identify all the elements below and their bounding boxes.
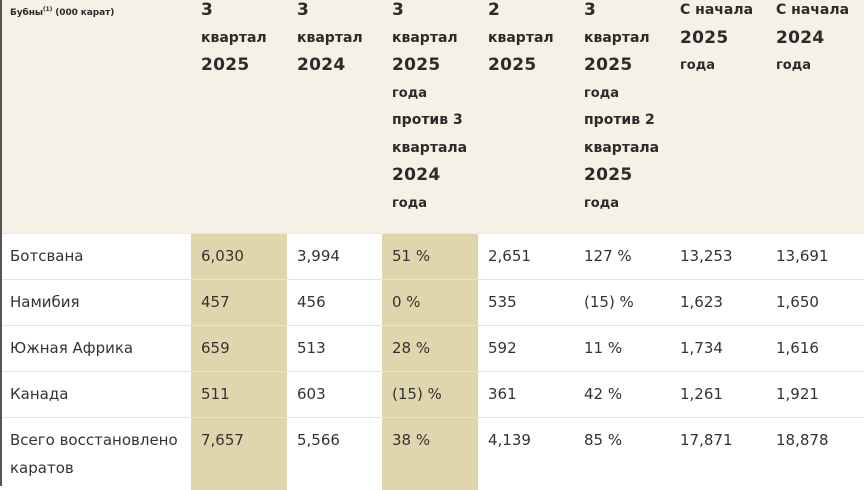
header-line: 2025 xyxy=(201,55,250,75)
header-line: квартала xyxy=(584,139,660,156)
column-header-q2-2025: 2 квартал 2025 xyxy=(478,0,574,234)
header-line: года xyxy=(776,58,811,73)
header-line: 3 xyxy=(201,0,214,20)
cell-value: 0 % xyxy=(382,279,478,326)
column-header-q3-yoy-change: 3 квартал 2025 года против 3 квартала 20… xyxy=(382,0,478,234)
column-header-q3-2025: 3 квартал 2025 xyxy=(191,0,287,234)
cell-value: 456 xyxy=(287,279,382,326)
cell-value: 11 % xyxy=(574,325,670,372)
table-row-south-africa: Южная Африка 659 513 28 % 592 11 % 1,734… xyxy=(0,325,864,372)
cell-value: 28 % xyxy=(382,325,478,372)
row-label: Намибия xyxy=(0,279,191,326)
cell-value: 535 xyxy=(478,279,574,326)
cell-value: 6,030 xyxy=(191,233,287,280)
table-row-namibia: Намибия 457 456 0 % 535 (15) % 1,623 1,6… xyxy=(0,279,864,326)
cell-value: 4,139 xyxy=(488,431,531,449)
cell-value: 361 xyxy=(478,371,574,418)
column-header-q3-2024: 3 квартал 2024 xyxy=(287,0,382,234)
corner-header: Бубны(1) (000 карат) xyxy=(0,0,191,234)
cell-value: 1,261 xyxy=(670,371,766,418)
row-label: Канада xyxy=(0,371,191,418)
cell-value: 17,871 xyxy=(680,431,733,449)
header-line: квартал xyxy=(488,29,554,46)
header-line: квартала xyxy=(392,139,468,156)
cell-value: 5,566 xyxy=(297,431,340,449)
cell-value: 127 % xyxy=(574,233,670,280)
header-line: 2025 xyxy=(680,27,729,48)
cell-value: 513 xyxy=(287,325,382,372)
cell-value: 13,253 xyxy=(670,233,766,280)
cell-value: 3,994 xyxy=(287,233,382,280)
footnote-marker: (1) xyxy=(42,6,53,13)
table-row-canada: Канада 511 603 (15) % 361 42 % 1,261 1,9… xyxy=(0,371,864,418)
header-line: 2025 xyxy=(392,55,441,75)
cell-value: 1,623 xyxy=(670,279,766,326)
cell-value: (15) % xyxy=(382,371,478,418)
row-label: Всего восстановлено каратов xyxy=(10,431,178,477)
cell-value: 2,651 xyxy=(478,233,574,280)
table-row-botswana: Ботсвана 6,030 3,994 51 % 2,651 127 % 13… xyxy=(0,233,864,280)
header-line: С начала xyxy=(776,2,850,18)
header-line: квартал xyxy=(392,29,458,46)
cell-value: 659 xyxy=(191,325,287,372)
header-line: 3 xyxy=(392,0,405,20)
cell-value: 511 xyxy=(191,371,287,418)
header-line: года xyxy=(392,85,427,101)
table-row-total: Всего восстановлено каратов 7,657 5,566 … xyxy=(0,417,864,490)
cell-value: 1,921 xyxy=(766,371,864,418)
cell-value: 18,878 xyxy=(776,431,829,449)
header-line: года xyxy=(584,195,619,211)
corner-header-label: Бубны xyxy=(10,8,43,18)
header-line: 2025 xyxy=(488,55,537,75)
header-line: года xyxy=(392,195,427,211)
cell-value: 7,657 xyxy=(191,417,287,490)
cell-value: 42 % xyxy=(574,371,670,418)
header-line: 2024 xyxy=(392,165,441,185)
cell-value: (15) % xyxy=(574,279,670,326)
cell-value: 1,734 xyxy=(670,325,766,372)
header-line: 3 xyxy=(584,0,597,20)
header-line: 2024 xyxy=(776,27,825,48)
corner-header-unit: (000 карат) xyxy=(52,8,115,18)
cell-value: 85 % xyxy=(584,431,623,449)
header-line: 2024 xyxy=(297,55,346,75)
header-line: квартал xyxy=(297,29,363,46)
cell-value: 1,650 xyxy=(766,279,864,326)
cell-value: 603 xyxy=(287,371,382,418)
header-line: 2025 xyxy=(584,165,633,185)
column-header-q3-qoq-change: 3 квартал 2025 года против 2 квартала 20… xyxy=(574,0,670,234)
row-label: Ботсвана xyxy=(0,233,191,280)
header-line: 2 xyxy=(488,0,501,20)
cell-value: 51 % xyxy=(382,233,478,280)
header-line: против 2 xyxy=(584,112,655,128)
header-line: года xyxy=(584,85,619,101)
header-line: года xyxy=(680,58,715,73)
cell-value: 457 xyxy=(191,279,287,326)
header-line: 2025 xyxy=(584,55,633,75)
header-line: против 3 xyxy=(392,112,463,128)
header-line: 3 xyxy=(297,0,310,20)
column-header-ytd-2024: С начала 2024 года xyxy=(766,0,864,234)
cell-value: 1,616 xyxy=(766,325,864,372)
header-line: квартал xyxy=(201,29,267,46)
header-line: С начала xyxy=(680,2,754,18)
cell-value: 13,691 xyxy=(766,233,864,280)
cell-value: 38 % xyxy=(382,417,478,490)
header-line: квартал xyxy=(584,29,650,46)
row-label: Южная Африка xyxy=(0,325,191,372)
header-row: Бубны(1) (000 карат) 3 квартал 2025 3 кв… xyxy=(0,0,864,234)
left-border-rule xyxy=(0,0,2,486)
cell-value: 592 xyxy=(478,325,574,372)
column-header-ytd-2025: С начала 2025 года xyxy=(670,0,766,234)
